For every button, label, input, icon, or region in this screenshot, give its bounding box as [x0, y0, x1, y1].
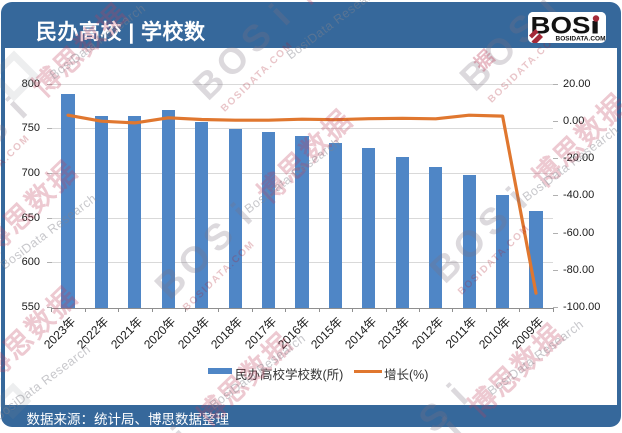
- svg-text:BOSIDATA.COM: BOSIDATA.COM: [556, 35, 606, 42]
